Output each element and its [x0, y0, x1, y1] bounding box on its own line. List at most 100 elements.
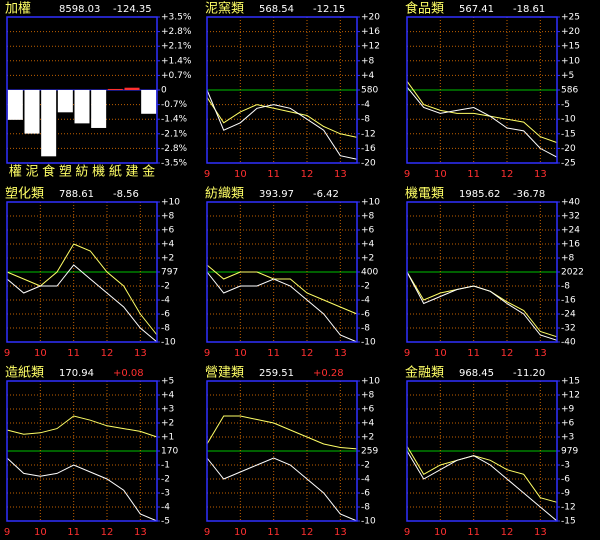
x-tick-label: 10: [434, 169, 447, 180]
y-tick-label: +6: [361, 405, 375, 415]
x-tick-label: 12: [101, 348, 114, 359]
series-line: [6, 243, 158, 336]
panel-title: 食品類: [405, 1, 444, 17]
series-line: [206, 415, 358, 450]
series-line: [206, 97, 358, 138]
y-tick-label: -15: [561, 517, 576, 527]
x-tick-label: 10: [434, 348, 447, 359]
x-tick-label: 11: [267, 348, 280, 359]
y-tick-label: -2.8%: [161, 144, 188, 154]
y-tick-label: -6: [161, 310, 170, 320]
plot-frame: [406, 16, 558, 164]
bar: [24, 90, 40, 134]
y-tick-label: 0: [161, 86, 167, 96]
y-tick-label: -6: [361, 310, 370, 320]
y-tick-label: -4: [361, 475, 370, 485]
series-line: [406, 86, 558, 158]
category-label: 食: [42, 164, 55, 180]
y-tick-label: +24: [561, 226, 580, 236]
x-tick-label: 9: [204, 527, 210, 538]
change: -18.61: [513, 4, 545, 15]
y-tick-label: +2: [361, 433, 374, 443]
y-tick-label: -4: [361, 296, 370, 306]
y-tick-label: 979: [561, 447, 578, 457]
change: -36.78: [513, 189, 545, 200]
plot-frame: [406, 380, 558, 522]
x-tick-label: 12: [301, 527, 314, 538]
x-tick-label: 9: [404, 169, 410, 180]
y-tick-label: -0.7%: [161, 100, 188, 110]
bar: [57, 90, 73, 113]
y-tick-label: +12: [561, 391, 580, 401]
plot-frame: [6, 201, 158, 343]
category-label: 機: [92, 165, 105, 180]
x-tick-label: 13: [134, 527, 147, 538]
y-tick-label: -20: [561, 144, 576, 154]
panel-title: 營建類: [205, 366, 244, 381]
y-tick-label: +25: [561, 13, 580, 23]
y-tick-label: -6: [561, 475, 570, 485]
category-label: 紡: [75, 165, 88, 180]
x-tick-label: 10: [234, 527, 247, 538]
series-line: [406, 80, 558, 144]
y-tick-label: +2: [361, 254, 374, 264]
y-tick-label: +2.1%: [161, 42, 192, 52]
y-tick-label: -3.5%: [161, 159, 188, 169]
y-tick-label: -10: [361, 338, 376, 348]
x-tick-label: 12: [501, 348, 514, 359]
change: -6.42: [313, 189, 339, 200]
y-tick-label: -16: [361, 144, 376, 154]
panel-title: 造紙類: [5, 366, 44, 381]
y-tick-label: +3.5%: [161, 13, 192, 23]
y-tick-label: -8: [561, 282, 570, 292]
y-tick-label: +10: [161, 198, 180, 208]
y-tick-label: 586: [561, 86, 578, 96]
change: +0.28: [313, 368, 344, 379]
y-tick-label: -10: [161, 338, 176, 348]
price: 170.94: [59, 368, 94, 379]
y-tick-label: +10: [561, 56, 580, 66]
y-tick-label: -8: [161, 324, 170, 334]
y-tick-label: +3: [561, 433, 574, 443]
bar: [91, 90, 107, 128]
x-tick-label: 9: [4, 527, 10, 538]
y-tick-label: +8: [561, 254, 575, 264]
y-tick-label: +8: [361, 391, 375, 401]
y-tick-label: -2: [361, 282, 370, 292]
y-tick-label: +16: [561, 240, 580, 250]
y-tick-label: +32: [561, 212, 580, 222]
x-tick-label: 13: [534, 348, 547, 359]
y-tick-label: +1.4%: [161, 56, 192, 66]
y-tick-label: +3: [161, 405, 174, 415]
y-tick-label: -9: [561, 489, 570, 499]
panel-title: 加權: [5, 2, 31, 17]
y-tick-label: +9: [561, 405, 575, 415]
y-tick-label: 400: [361, 268, 378, 278]
change: -11.20: [513, 368, 545, 379]
y-tick-label: -12: [561, 503, 576, 513]
y-tick-label: +1: [161, 433, 174, 443]
series-line: [206, 264, 358, 315]
y-tick-label: -8: [361, 324, 370, 334]
y-tick-label: +15: [561, 42, 580, 52]
y-tick-label: 170: [161, 447, 178, 457]
y-tick-label: +16: [361, 27, 380, 37]
category-label: 權: [9, 165, 22, 180]
panel-title: 紡織類: [205, 187, 244, 202]
y-tick-label: +0.7%: [161, 71, 192, 81]
change: -8.56: [113, 189, 139, 200]
y-tick-label: -10: [361, 517, 376, 527]
price: 259.51: [259, 368, 294, 379]
y-tick-label: +2: [161, 254, 174, 264]
bar: [7, 90, 23, 120]
y-tick-label: -1: [161, 461, 170, 471]
x-tick-label: 10: [34, 348, 47, 359]
y-tick-label: +4: [161, 240, 175, 250]
y-tick-label: -5: [161, 517, 170, 527]
y-tick-label: +6: [561, 419, 575, 429]
plot-frame: [206, 201, 358, 343]
y-tick-label: +4: [161, 391, 175, 401]
x-tick-label: 11: [67, 348, 80, 359]
y-tick-label: -2: [361, 461, 370, 471]
